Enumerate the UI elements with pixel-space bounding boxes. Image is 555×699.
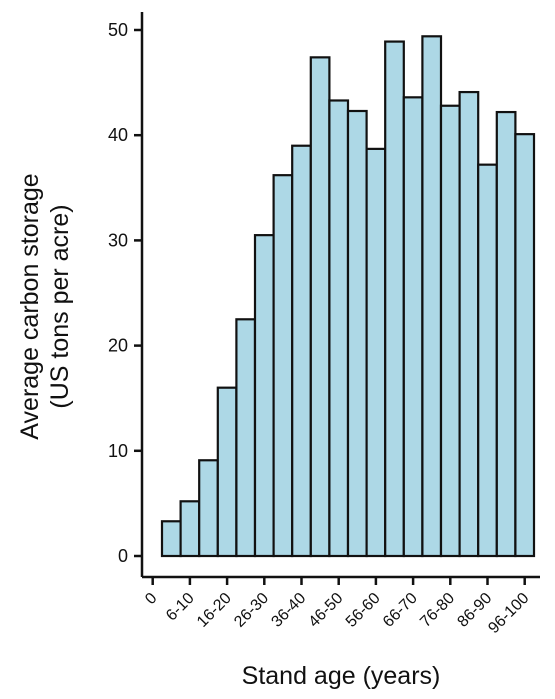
- bar-1-5: [160, 520, 182, 558]
- bar-76-80: [439, 104, 461, 558]
- x-tick-label-76-80: 76-80: [417, 590, 458, 631]
- y-tick-label-20: 20: [108, 336, 128, 356]
- bar-46-50: [328, 99, 350, 558]
- y-tick-label-50: 50: [108, 20, 128, 40]
- x-tick-label-66-70: 66-70: [380, 590, 421, 631]
- bar-21-25: [235, 318, 257, 558]
- x-tick-label-36-40: 36-40: [268, 590, 309, 631]
- x-tick-label-56-60: 56-60: [343, 590, 384, 631]
- bar-11-15: [198, 459, 219, 558]
- x-tick-label-0: 0: [142, 590, 160, 608]
- x-tick-label-96-100: 96-100: [485, 590, 532, 637]
- bar-41-45: [309, 56, 331, 558]
- y-tick-label-10: 10: [108, 441, 128, 461]
- bar-66-70: [402, 96, 424, 558]
- y-tick-label-0: 0: [118, 546, 128, 566]
- bar-31-35: [272, 174, 294, 558]
- bar-91-95: [495, 110, 517, 558]
- x-tick-label-16-20: 16-20: [194, 590, 235, 631]
- bar-26-30: [253, 234, 275, 558]
- bar-61-65: [384, 40, 405, 558]
- bar-51-55: [346, 109, 368, 558]
- bar-6-10: [179, 500, 201, 558]
- y-tick-label-40: 40: [108, 125, 128, 145]
- x-axis: 0 6-1016-2026-3036-4046-5056-6066-7076-80…: [142, 575, 540, 637]
- x-tick-label-46-50: 46-50: [306, 590, 347, 631]
- bar-96-100: [514, 133, 536, 558]
- y-axis: 0 10 20 30 40 50: [108, 12, 144, 577]
- x-tick-label-6-10: 6-10: [163, 590, 198, 625]
- bar-16-20: [216, 386, 238, 558]
- bars-layer: [160, 35, 536, 558]
- x-axis-title: Stand age (years): [242, 662, 441, 690]
- y-axis-title-line-1: Average carbon storage: [16, 173, 44, 439]
- x-tick-label-26-30: 26-30: [231, 590, 272, 631]
- y-tick-label-30: 30: [108, 230, 128, 250]
- y-axis-title-line-2: (US tons per acre): [46, 204, 74, 408]
- bar-56-60: [365, 147, 387, 558]
- bar-36-40: [291, 144, 312, 558]
- bar-86-90: [477, 163, 498, 558]
- bar-71-75: [421, 35, 443, 558]
- bar-81-85: [458, 90, 480, 558]
